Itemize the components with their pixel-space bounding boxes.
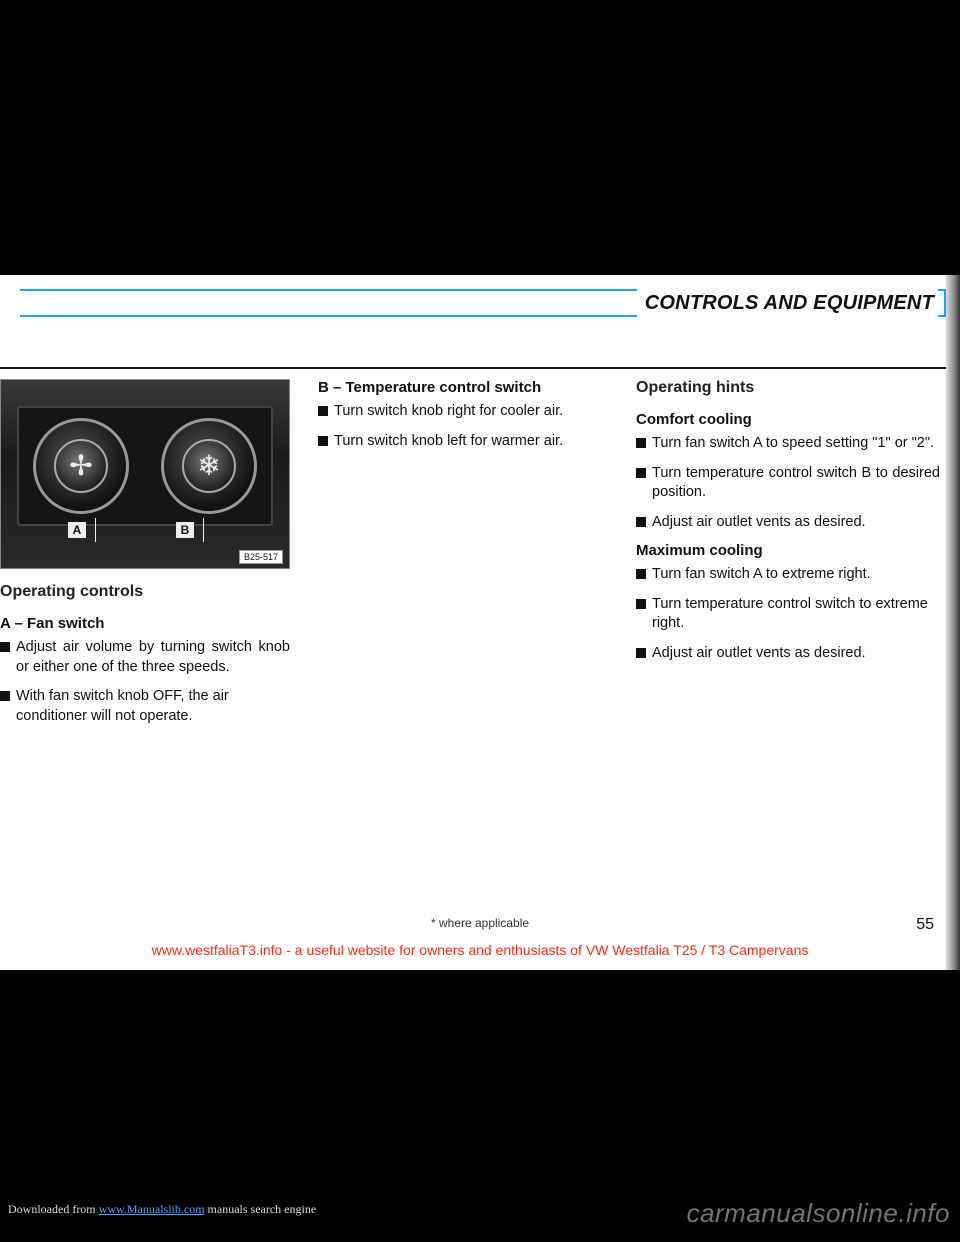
bullet-item: Turn fan switch A to extreme right. [636,565,940,585]
bullet-text: Turn switch knob left for warmer air. [334,432,608,452]
controls-figure: ✢ ❄ A B B25-517 [0,379,290,569]
watermark: carmanualsonline.info [687,1198,950,1229]
footer-note: * where applicable [431,916,529,930]
bullet-text: Turn switch knob right for cooler air. [334,402,608,422]
website-banner: www.westfaliaT3.info - a useful website … [152,942,809,958]
column-1: ✢ ❄ A B B25-517 Operating controls A – F… [0,379,290,736]
heading-operating-controls: Operating controls [0,583,290,601]
bullet-item: Turn temperature control switch to extre… [636,595,940,634]
page-title: CONTROLS AND EQUIPMENT [637,289,938,317]
bullet-text: Turn fan switch A to speed setting "1" o… [652,434,940,454]
manualslib-link[interactable]: www.Manualslib.com [99,1202,205,1216]
bullet-square-icon [636,468,646,478]
page-number: 55 [916,916,934,934]
heading-maximum-cooling: Maximum cooling [636,542,940,559]
column-3: Operating hints Comfort cooling Turn fan… [636,379,940,736]
figure-label-b: B [176,522,194,538]
temperature-knob: ❄ [161,418,257,514]
heading-operating-hints: Operating hints [636,379,940,397]
bullet-item: Adjust air outlet vents as desired. [636,644,940,664]
bullet-text: Adjust air outlet vents as desired. [652,644,940,664]
figure-label-a: A [68,522,86,538]
bullet-square-icon [0,691,10,701]
bullet-square-icon [318,436,328,446]
download-suffix: manuals search engine [205,1202,317,1216]
bullet-square-icon [318,406,328,416]
download-source-line: Downloaded from www.Manualslib.com manua… [8,1202,316,1217]
fan-knob: ✢ [33,418,129,514]
snowflake-icon: ❄ [197,452,220,480]
bullet-text: With fan switch knob OFF, the air condit… [16,687,290,726]
content-divider [0,367,946,369]
bullet-square-icon [0,642,10,652]
heading-temp-switch: B – Temperature control switch [318,379,608,396]
bullet-item: Adjust air outlet vents as desired. [636,513,940,533]
bullet-text: Turn fan switch A to extreme right. [652,565,940,585]
content-columns: ✢ ❄ A B B25-517 Operating controls A – F… [0,379,940,736]
control-panel: ✢ ❄ [17,406,273,526]
bullet-text: Turn temperature control switch to extre… [652,595,940,634]
bullet-text: Adjust air volume by turning switch knob… [16,638,290,677]
fan-icon: ✢ [69,452,92,480]
column-2: B – Temperature control switch Turn swit… [318,379,608,736]
bullet-item: Adjust air volume by turning switch knob… [0,638,290,677]
bullet-square-icon [636,438,646,448]
bullet-square-icon [636,569,646,579]
heading-fan-switch: A – Fan switch [0,615,290,632]
bullet-item: Turn fan switch A to speed setting "1" o… [636,434,940,454]
manual-page: CONTROLS AND EQUIPMENT ✢ ❄ A B B25-517 [0,275,960,970]
bullet-item: With fan switch knob OFF, the air condit… [0,687,290,726]
bullet-item: Turn temperature control switch B to des… [636,464,940,503]
pointer-b [203,518,204,542]
bullet-square-icon [636,599,646,609]
download-prefix: Downloaded from [8,1202,99,1216]
bullet-text: Turn temperature control switch B to des… [652,464,940,503]
figure-reference: B25-517 [239,550,283,564]
heading-comfort-cooling: Comfort cooling [636,411,940,428]
pointer-a [95,518,96,542]
bullet-item: Turn switch knob left for warmer air. [318,432,608,452]
bullet-square-icon [636,517,646,527]
bullet-square-icon [636,648,646,658]
bullet-item: Turn switch knob right for cooler air. [318,402,608,422]
page-edge-shadow [946,275,960,970]
bullet-text: Adjust air outlet vents as desired. [652,513,940,533]
